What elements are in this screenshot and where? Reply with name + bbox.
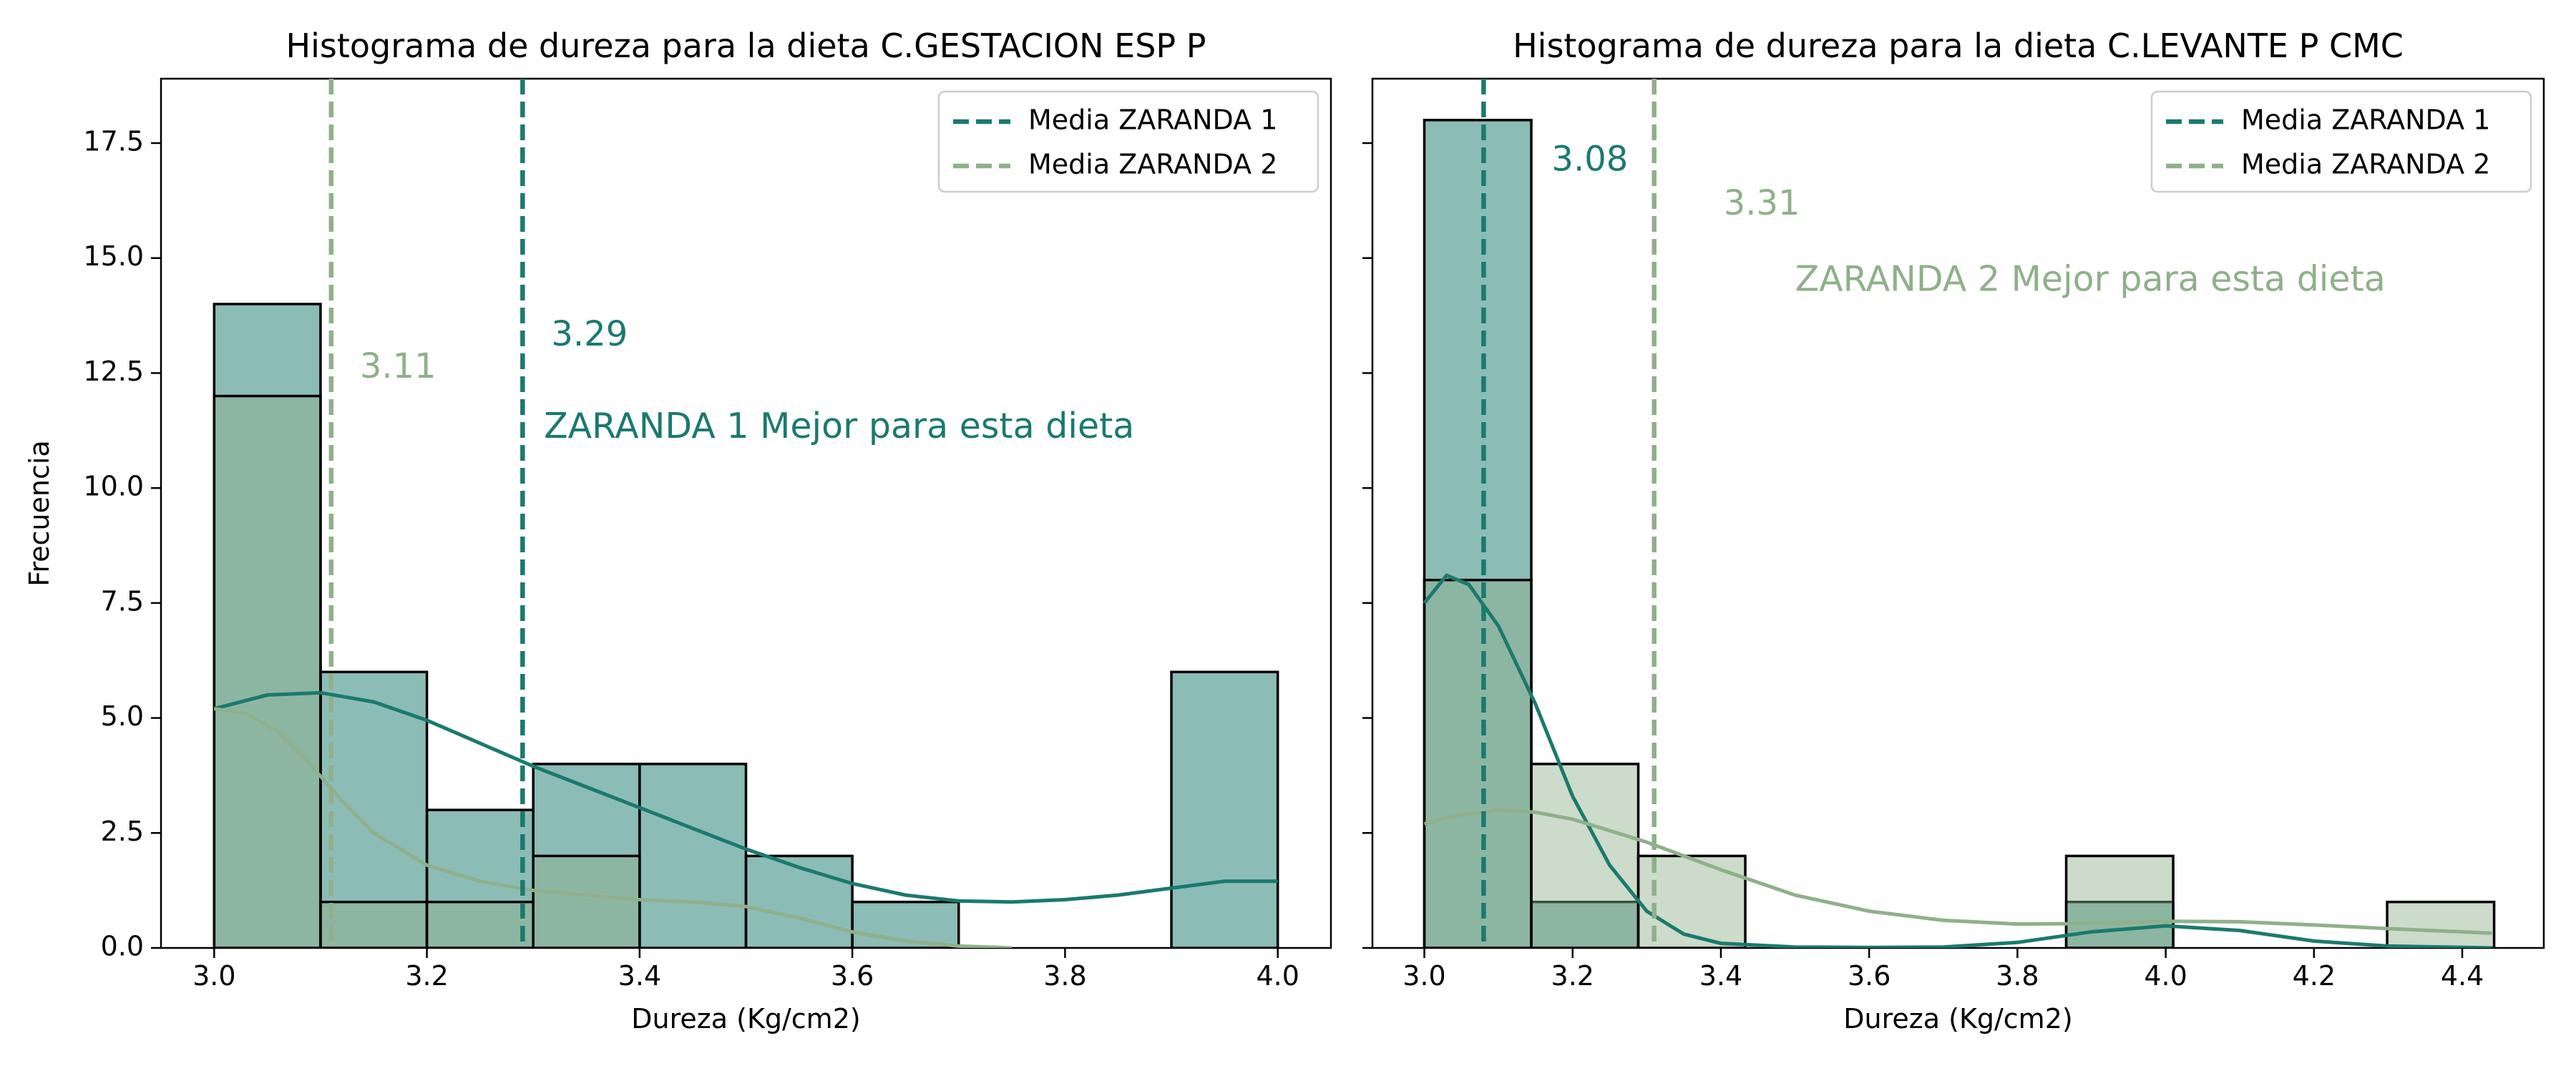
mean-value-label: 3.11 (360, 346, 436, 386)
y-tick-label: 0.0 (101, 931, 144, 962)
kde-curve-series-1 (1423, 573, 2492, 948)
chart-title: Histograma de dureza para la dieta C.LEV… (1513, 26, 2404, 65)
x-tick-label: 3.6 (1848, 960, 1890, 992)
legend-box (2150, 90, 2532, 193)
mean-value-label: 3.31 (1724, 183, 1800, 223)
legend-label-series-2: Media ZARANDA 2 (1028, 149, 1277, 180)
bar-series-1 (744, 854, 854, 948)
bars-series-2 (1423, 578, 2496, 948)
y-tick-label: 10.0 (83, 471, 144, 502)
plot-area (1371, 77, 2545, 949)
bar-series-2 (213, 394, 322, 948)
kde-curve-series-2 (1423, 808, 2492, 935)
y-tick-label: 12.5 (83, 356, 144, 387)
y-tick-label: 15.0 (83, 240, 144, 272)
x-tick-label: 3.4 (618, 960, 661, 992)
bar-series-2 (532, 854, 641, 948)
x-tick-label: 4.0 (1256, 960, 1299, 992)
y-tick-label: 7.5 (101, 585, 144, 617)
x-tick-label: 3.0 (192, 960, 235, 992)
x-tick-label: 4.2 (2293, 960, 2336, 992)
x-tick-label: 3.2 (1551, 960, 1594, 992)
x-tick-label: 4.4 (2441, 960, 2484, 992)
y-axis-label: Frecuencia (24, 440, 55, 586)
bar-series-1 (638, 763, 748, 948)
legend: Media ZARANDA 1 Media ZARANDA 2 (937, 90, 1319, 193)
panel-gestacion: 3.29 3.11 ZARANDA 1 Mejor para esta dieta 3… (24, 26, 1332, 1035)
bar-series-2 (1530, 763, 1640, 948)
legend-label-series-1: Media ZARANDA 1 (1028, 104, 1277, 136)
bar-series-2 (1423, 578, 1533, 948)
bar-series-1 (1170, 670, 1279, 948)
mean-value-label: 3.29 (551, 314, 628, 354)
legend: Media ZARANDA 1 Media ZARANDA 2 (2150, 90, 2532, 193)
plot-layer (1423, 79, 2496, 948)
x-tick-label: 3.8 (1996, 960, 2039, 992)
mean-value-label: 3.08 (1551, 140, 1628, 180)
x-axis-label: Dureza (Kg/cm2) (631, 1003, 860, 1035)
x-tick-label: 3.0 (1402, 960, 1445, 992)
plot-layer (213, 79, 1279, 948)
bar-series-2 (319, 900, 429, 948)
annotation-text: ZARANDA 1 Mejor para esta dieta (544, 406, 1134, 446)
y-tick-label: 17.5 (83, 126, 144, 157)
panel-levante: 3.08 3.31 ZARANDA 2 Mejor para esta dieta 3… (1362, 26, 2545, 1035)
bar-series-1 (213, 303, 322, 948)
bars-series-2 (213, 394, 641, 948)
x-tick-label: 3.4 (1699, 960, 1742, 992)
bar-series-2 (425, 900, 535, 948)
kde-curve-series-1 (213, 690, 1278, 904)
kde-curve-series-2 (213, 707, 1013, 948)
x-axis-label: Dureza (Kg/cm2) (1843, 1003, 2072, 1035)
legend-label-series-1: Media ZARANDA 1 (2241, 104, 2490, 136)
legend-box (937, 90, 1319, 193)
x-tick-label: 3.6 (831, 960, 874, 992)
x-tick-label: 4.0 (2144, 960, 2187, 992)
chart-title: Histograma de dureza para la dieta C.GES… (286, 26, 1206, 65)
y-tick-label: 2.5 (101, 816, 144, 847)
legend-label-series-2: Media ZARANDA 2 (2241, 149, 2490, 180)
y-tick-label: 5.0 (101, 700, 144, 732)
x-tick-label: 3.8 (1043, 960, 1086, 992)
x-tick-label: 3.2 (405, 960, 448, 992)
annotation-text: ZARANDA 2 Mejor para esta dieta (1795, 258, 2386, 299)
bar-series-2 (2386, 900, 2496, 948)
